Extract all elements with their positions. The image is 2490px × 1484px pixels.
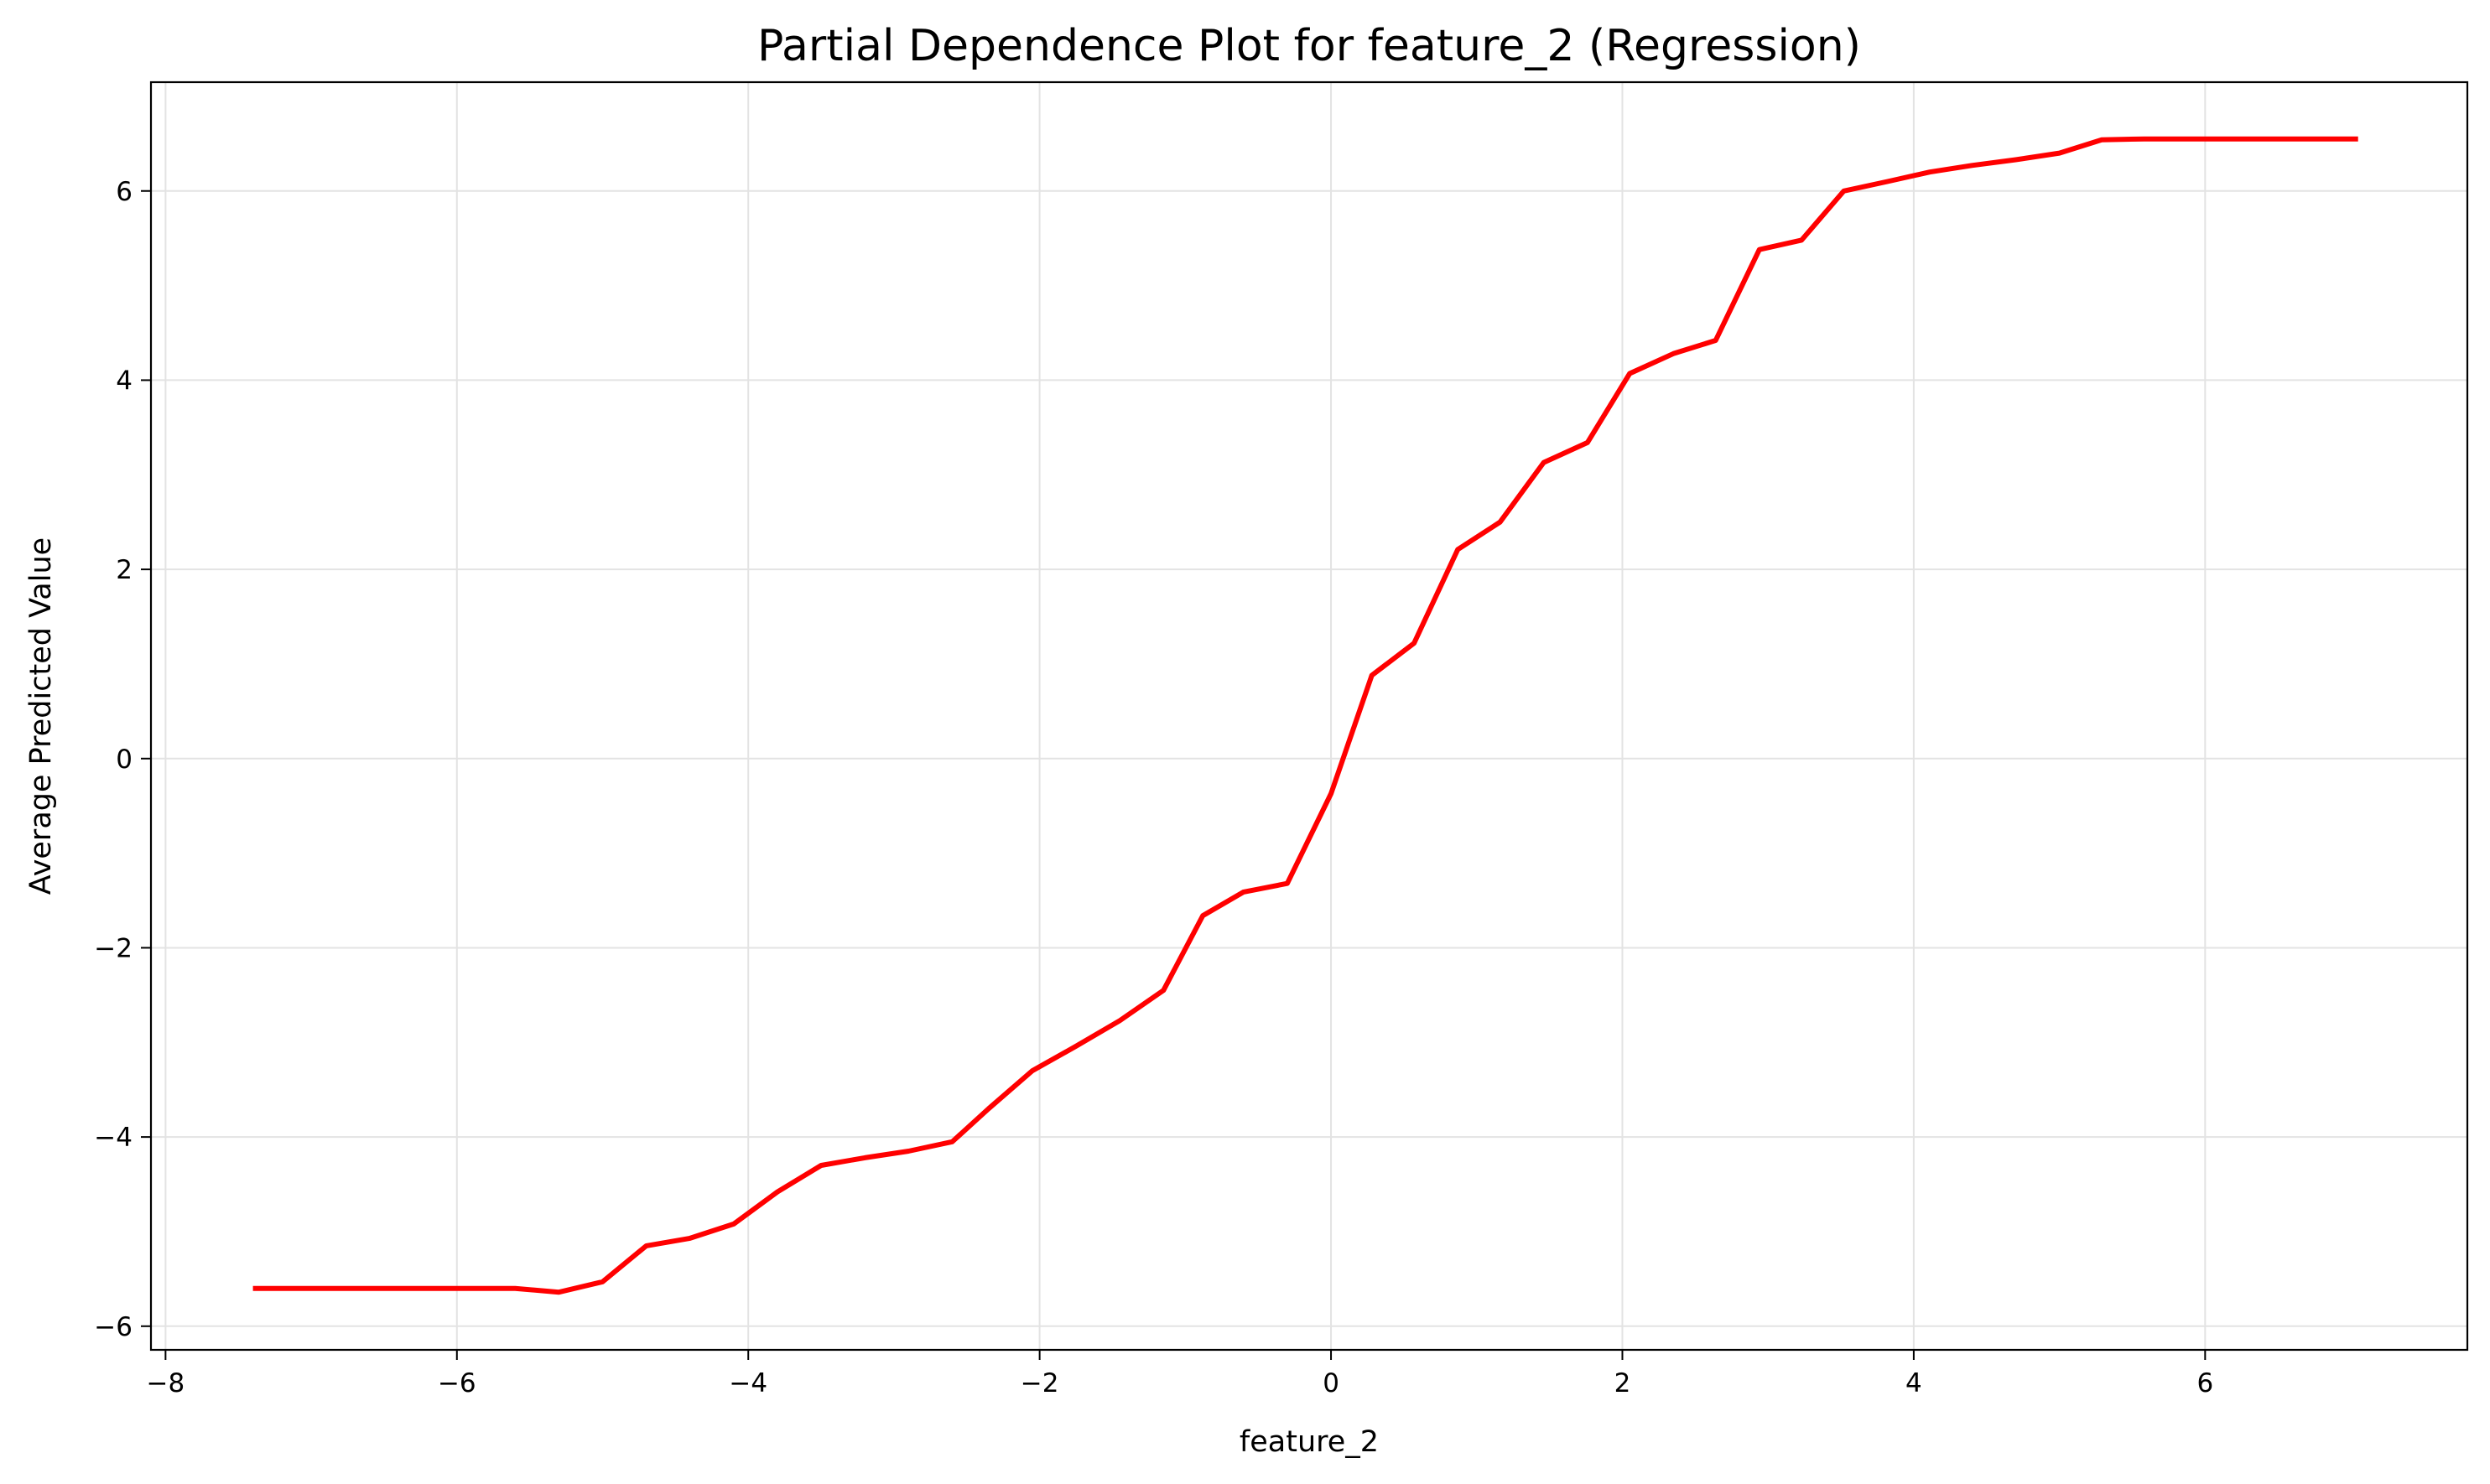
x-tick-label: −4	[729, 1368, 767, 1398]
x-tick-label: 4	[1905, 1368, 1922, 1398]
y-axis-label: Average Predicted Value	[24, 537, 58, 895]
y-tick-label: −6	[94, 1312, 133, 1342]
y-tick-label: 4	[116, 366, 133, 396]
x-tick-label: −8	[147, 1368, 185, 1398]
y-tick-label: 6	[116, 177, 133, 207]
x-tick-label: 0	[1323, 1368, 1339, 1398]
x-tick-label: −6	[438, 1368, 476, 1398]
plot-frame	[149, 80, 2469, 1352]
x-tick-label: 6	[2196, 1368, 2213, 1398]
y-tick-label: 0	[116, 745, 133, 775]
series-line	[252, 136, 2358, 1295]
plot-area	[252, 136, 2358, 1295]
axis-ticks: −8 −6 −4 −2 0 2 4 6 −6 −4 −2 0 2 4 6	[94, 177, 2213, 1398]
x-tick-label: −2	[1021, 1368, 1059, 1398]
y-tick-label: −4	[94, 1123, 133, 1153]
x-tick-label: 2	[1614, 1368, 1631, 1398]
grid	[151, 82, 2467, 1350]
chart-title: Partial Dependence Plot for feature_2 (R…	[757, 21, 1861, 71]
x-axis-label: feature_2	[1240, 1425, 1379, 1459]
y-tick-label: 2	[116, 555, 133, 585]
y-tick-label: −2	[94, 933, 133, 963]
